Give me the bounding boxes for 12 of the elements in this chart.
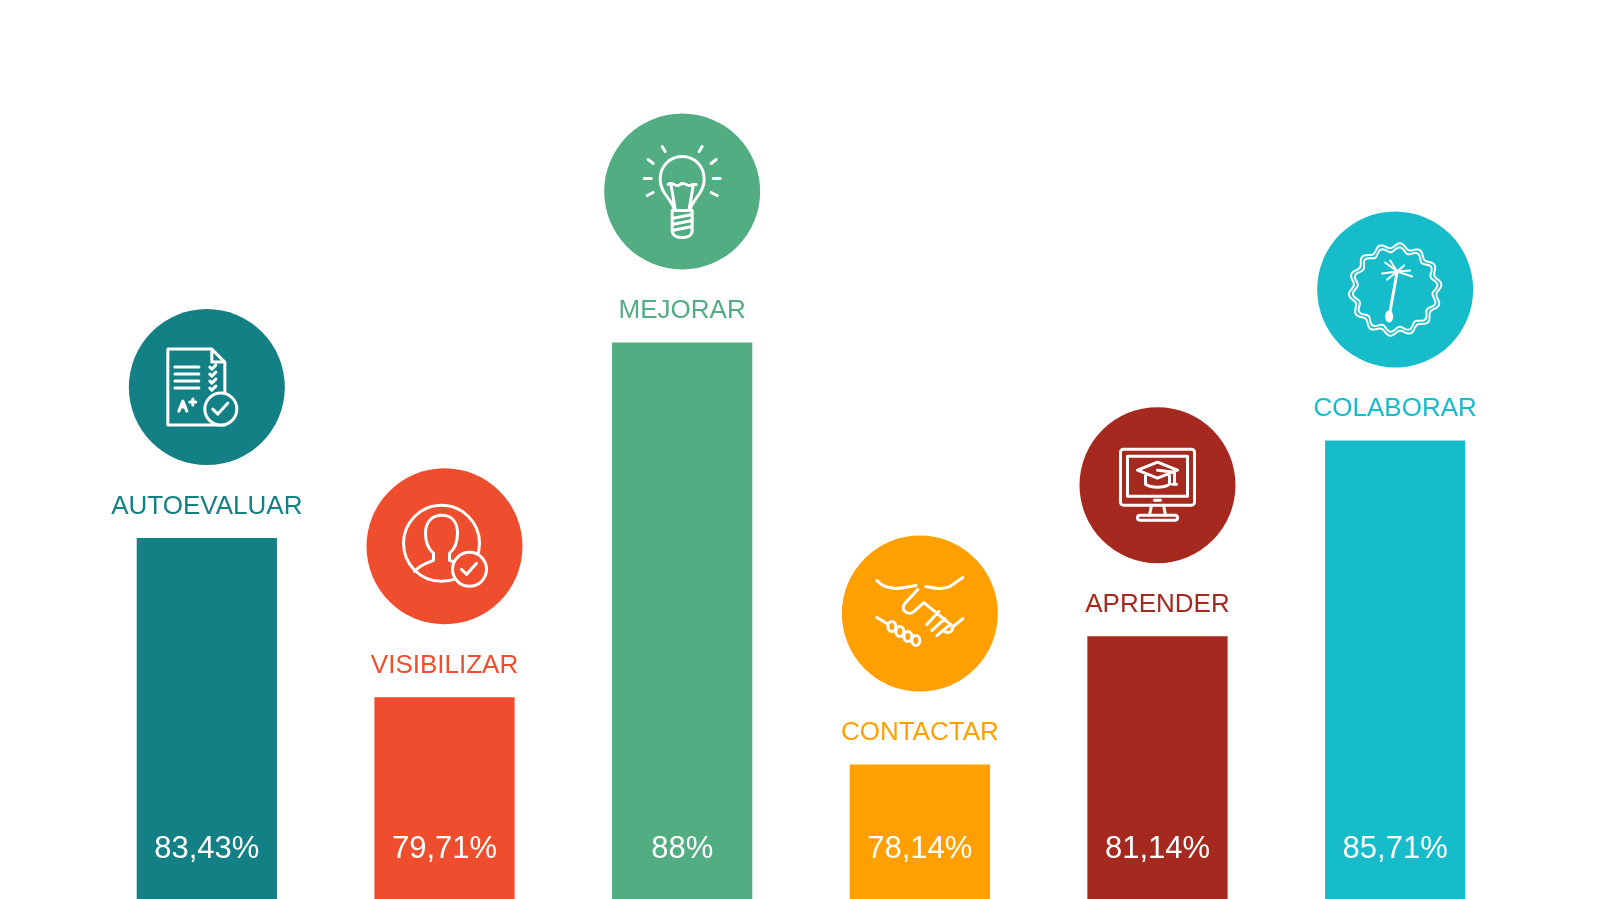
x-tick-label: AUTOEVALUAR <box>111 489 303 520</box>
x-tick-label: COLABORAR <box>1313 392 1477 423</box>
x-tick-label: MEJORAR <box>618 293 746 324</box>
data-label: 81,14% <box>1104 830 1211 865</box>
data-label: 79,71% <box>391 830 498 865</box>
x-tick-label: VISIBILIZAR <box>370 648 519 679</box>
data-label: 85,71% <box>1342 830 1448 865</box>
x-tick-label: APRENDER <box>1085 587 1230 618</box>
data-label: 83,43% <box>154 830 260 865</box>
data-label: 78,14% <box>867 830 973 865</box>
x-tick-label: CONTACTAR <box>840 716 999 747</box>
data-label: 88% <box>651 830 714 865</box>
